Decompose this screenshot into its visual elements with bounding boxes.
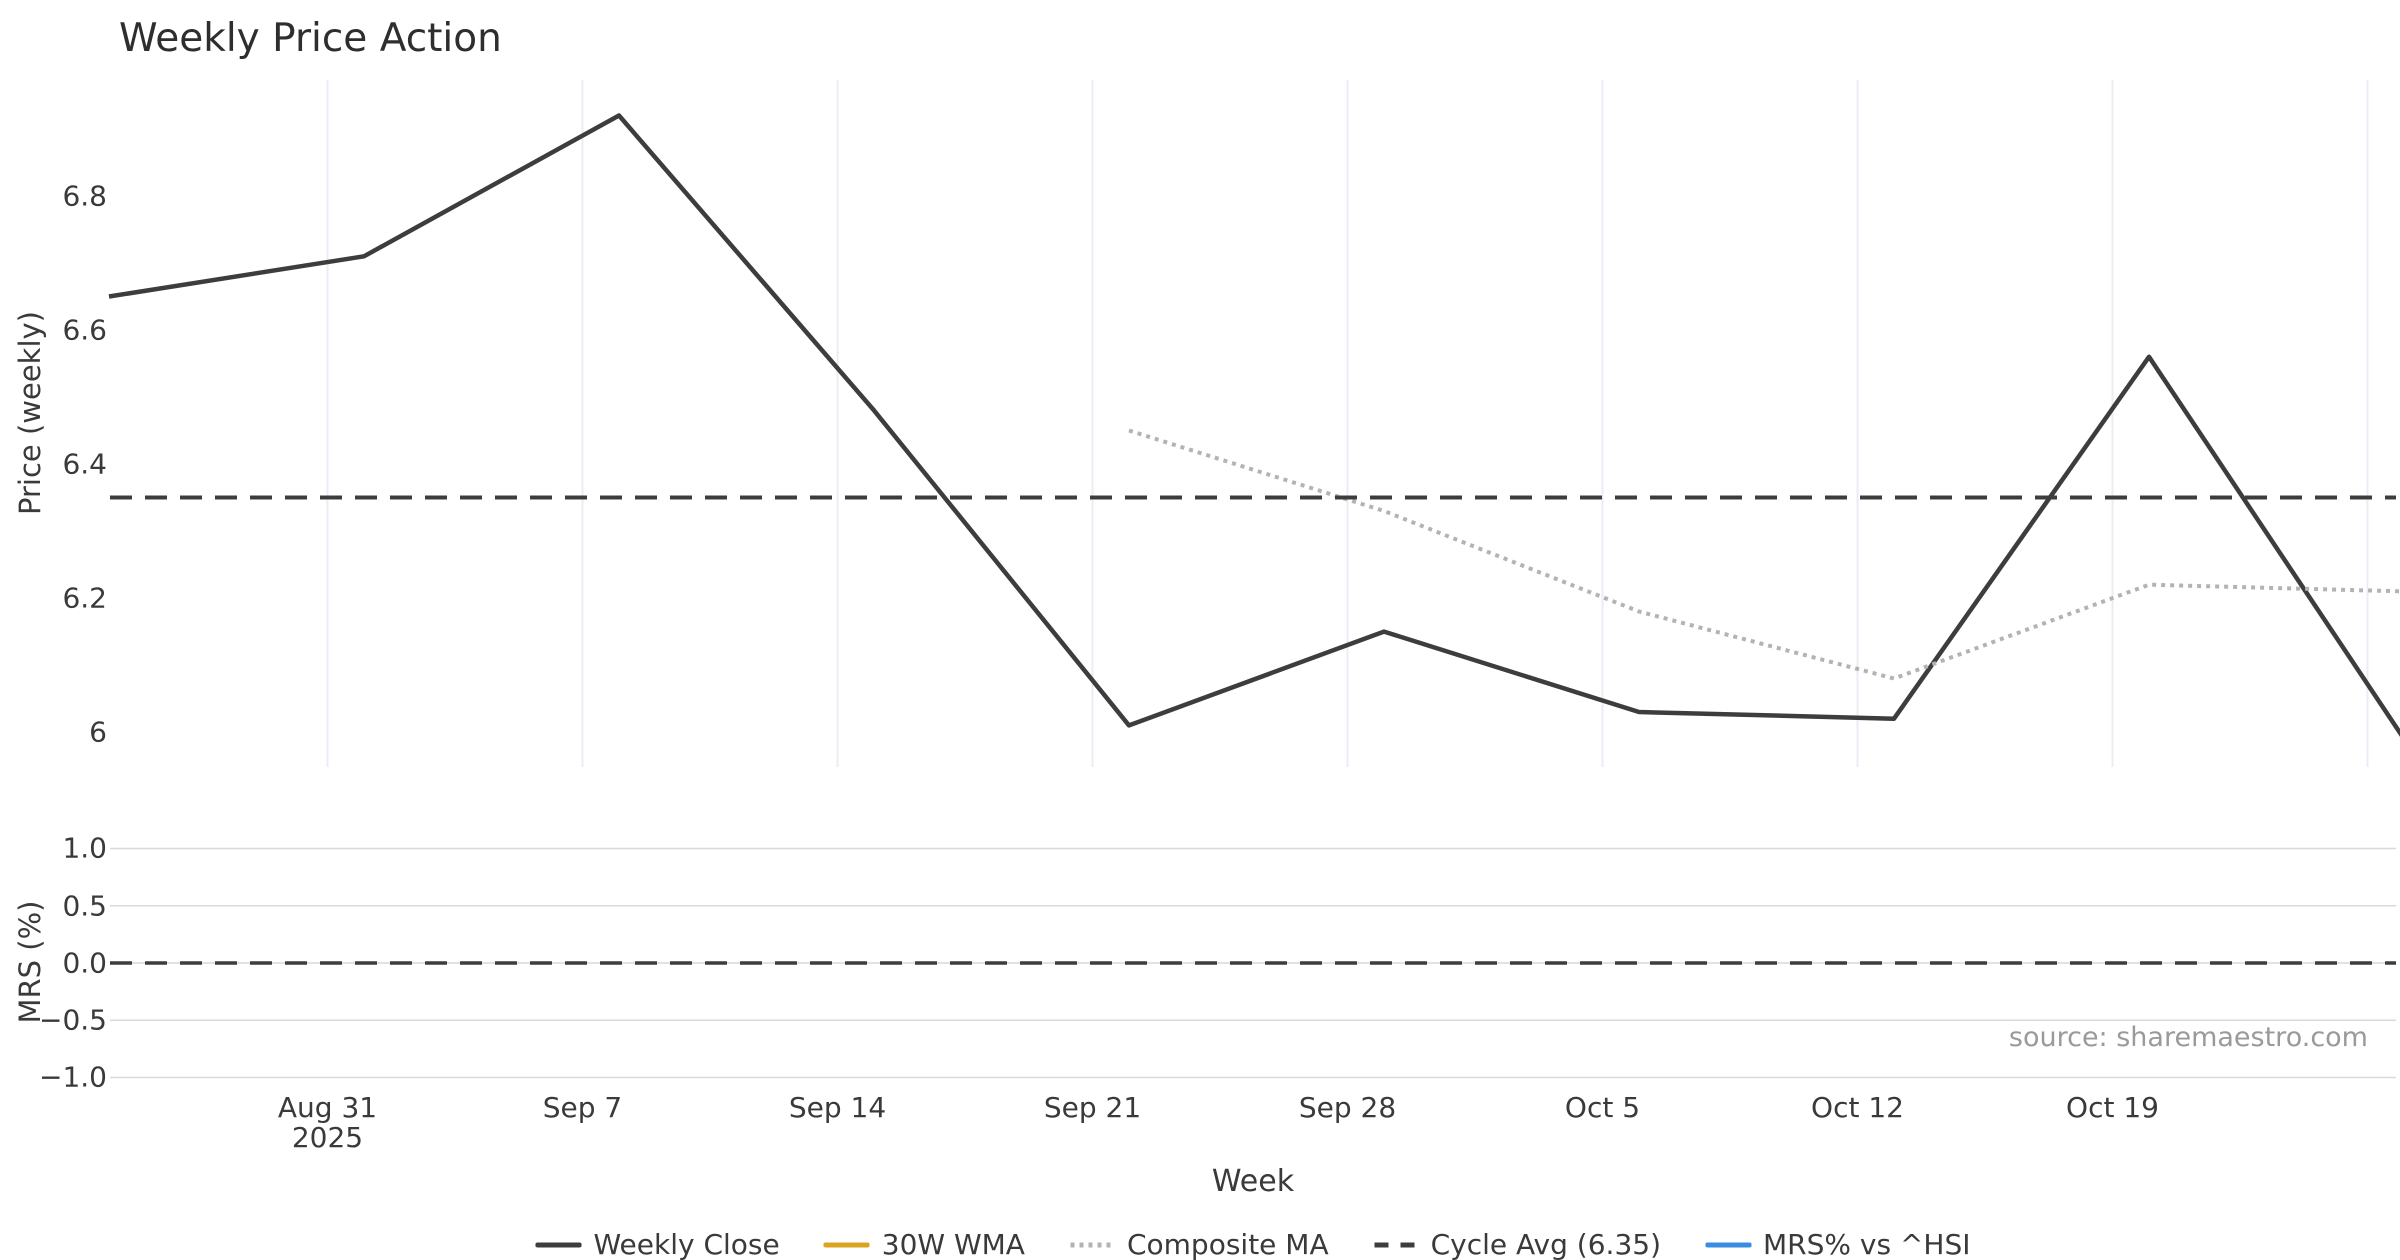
x-tick-label: Sep 21	[1043, 1091, 1142, 1124]
x-tick-label: Oct 19	[2066, 1091, 2159, 1124]
legend-item-composite-ma: Composite MA	[1069, 1228, 1329, 1260]
source-note: source: sharemaestro.com	[2008, 1022, 2368, 1053]
mrs-ytick-label: 0.5	[62, 889, 107, 923]
legend-swatch-icon	[1705, 1242, 1751, 1247]
x-tick-label: Oct 12	[1811, 1091, 1904, 1124]
price-ytick-label: 6.2	[62, 581, 107, 615]
composite-ma-line	[1128, 428, 2400, 681]
x-tick-label: Aug 31 2025	[277, 1091, 378, 1154]
x-tick-label: Sep 7	[542, 1091, 623, 1124]
price-ytick-label: 6.6	[62, 313, 107, 347]
legend-swatch-icon	[1070, 1242, 1113, 1247]
legend-swatch-icon	[823, 1242, 870, 1247]
legend-label: MRS% vs ^HSI	[1763, 1228, 1971, 1260]
x-tick-label: Sep 28	[1298, 1091, 1397, 1124]
legend-item-cycle-avg-6-35-: Cycle Avg (6.35)	[1373, 1228, 1661, 1260]
legend: Weekly Close 30W WMA Composite MA Cycle Avg…	[535, 1228, 1971, 1260]
legend-label: Weekly Close	[593, 1228, 780, 1260]
legend-swatch-icon	[535, 1242, 582, 1247]
x-tick-label: Sep 14	[788, 1091, 887, 1124]
weekly-close-line	[108, 113, 2400, 737]
mrs-ytick-label: −1.0	[39, 1060, 107, 1094]
mrs-ytick-label: 1.0	[62, 831, 107, 865]
legend-item-weekly-close: Weekly Close	[535, 1228, 780, 1260]
x-tick-label: Oct 5	[1564, 1091, 1641, 1124]
price-ytick-label: 6.8	[62, 179, 107, 213]
legend-swatch-icon	[1374, 1242, 1417, 1247]
chart-title: Weekly Price Action	[119, 16, 502, 61]
legend-label: Composite MA	[1126, 1228, 1329, 1260]
x-axis-label: Week	[1211, 1164, 1295, 1199]
legend-item-mrs-vs-hsi: MRS% vs ^HSI	[1705, 1228, 1971, 1260]
legend-item-30w-wma: 30W WMA	[823, 1228, 1025, 1260]
price-ytick-label: 6	[89, 715, 107, 749]
legend-label: 30W WMA	[881, 1228, 1025, 1260]
legend-label: Cycle Avg (6.35)	[1430, 1228, 1661, 1260]
mrs-ytick-label: 0.0	[62, 946, 107, 980]
price-ytick-label: 6.4	[62, 447, 107, 481]
mrs-ytick-label: −0.5	[39, 1003, 107, 1037]
